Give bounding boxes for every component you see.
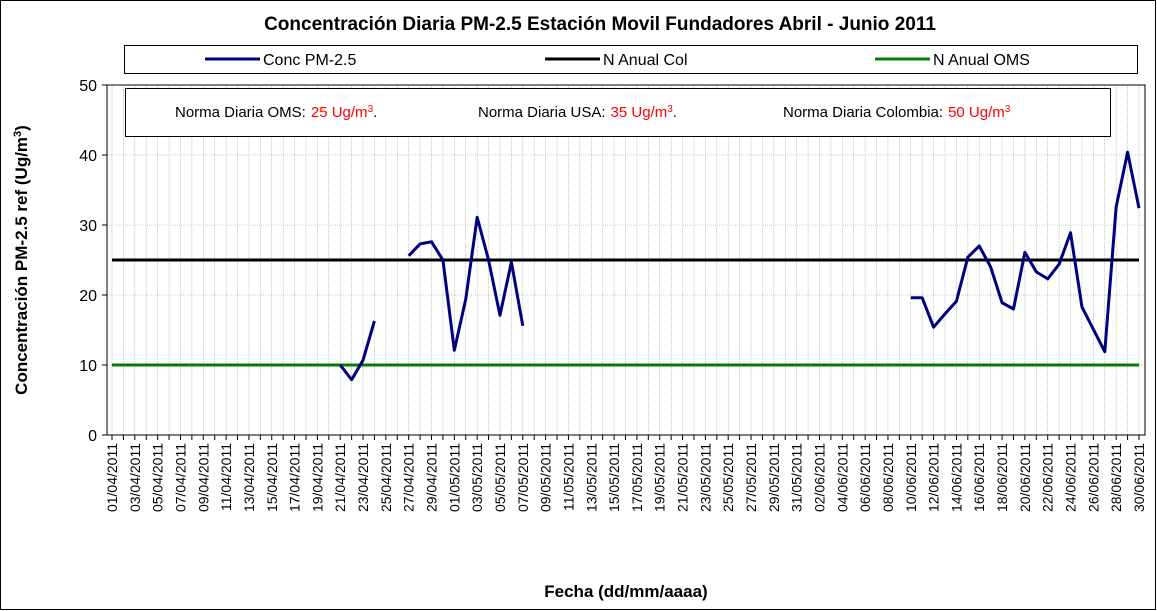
y-tick-label: 10 [79,358,97,375]
x-tick-label: 03/05/2011 [469,443,485,512]
x-tick-label: 01/05/2011 [446,443,462,512]
x-tick-label: 21/04/2011 [332,443,348,512]
annotation-sup: 3 [368,104,374,115]
x-tick-label: 11/05/2011 [560,443,576,511]
y-tick-label: 20 [79,288,97,305]
x-tick-label: 26/06/2011 [1085,443,1101,512]
annotation: Norma Diaria USA: 35 Ug/m3. [478,104,677,122]
x-tick-label: 29/04/2011 [424,443,440,512]
y-tick-label: 40 [79,148,97,165]
annotation: Norma Diaria Colombia: 50 Ug/m3 [783,104,1011,122]
x-tick-label: 13/04/2011 [241,443,257,512]
series-line [339,150,1141,382]
x-tick-label: 01/04/2011 [104,443,120,512]
x-tick-label: 09/05/2011 [538,443,554,512]
annotation-value: 25 Ug/m [311,104,368,121]
x-tick-label: 29/05/2011 [766,443,782,512]
x-tick-label: 23/05/2011 [697,443,713,512]
x-tick-label: 08/06/2011 [880,443,896,512]
x-tick-label: 27/05/2011 [743,443,759,512]
chart-title: Concentración Diaria PM-2.5 Estación Mov… [264,14,936,35]
x-tick-label: 07/04/2011 [172,443,188,512]
x-tick-label: 02/06/2011 [811,443,827,512]
annotation-text: Norma Diaria Colombia: [783,104,943,121]
x-tick-label: 19/04/2011 [309,443,325,512]
annotation-box [125,88,1111,137]
x-tick-label: 23/04/2011 [355,443,371,512]
legend-label: Conc PM-2.5 [263,52,356,69]
x-axis-label: Fecha (dd/mm/aaaa) [544,582,707,601]
legend-label: N Anual OMS [933,52,1030,69]
x-tick-label: 12/06/2011 [926,443,942,512]
x-tick-label: 09/04/2011 [195,443,211,512]
x-tick-label: 15/05/2011 [606,443,622,512]
x-tick-label: 10/06/2011 [903,443,919,512]
x-tick-label: 20/06/2011 [1017,443,1033,512]
x-tick-label: 15/04/2011 [264,443,280,512]
x-tick-label: 28/06/2011 [1108,443,1124,512]
x-tick-label: 22/06/2011 [1040,443,1056,512]
y-tick-label: 0 [88,428,97,445]
x-tick-label: 25/04/2011 [378,443,394,512]
x-tick-label: 16/06/2011 [971,443,987,512]
x-tick-label: 05/04/2011 [150,443,166,512]
x-tick-label: 13/05/2011 [583,443,599,512]
x-tick-label: 27/04/2011 [401,443,417,512]
x-tick-label: 21/05/2011 [675,443,691,512]
plot-border [106,84,1146,436]
legend-label: N Anual Col [603,52,688,69]
x-tick-label: 31/05/2011 [789,443,805,512]
annotation-text: Norma Diaria OMS: [175,104,306,121]
annotation-suffix: . [673,104,677,121]
x-tick-label: 17/04/2011 [287,443,303,512]
annotation-value: 50 Ug/m [948,104,1005,121]
y-axis-label: Concentración PM-2.5 ref (Ug/m3) [12,125,31,395]
x-tick-label: 14/06/2011 [948,443,964,512]
annotation-text: Norma Diaria USA: [478,104,606,121]
x-tick-label: 04/06/2011 [834,443,850,512]
y-tick-label: 30 [79,218,97,235]
x-tick-label: 11/04/2011 [218,443,234,511]
annotation: Norma Diaria OMS: 25 Ug/m3. [175,104,377,122]
x-tick-label: 06/06/2011 [857,443,873,512]
x-tick-label: 07/05/2011 [515,443,531,512]
legend-box [124,45,1138,74]
annotation-value: 35 Ug/m [611,104,668,121]
x-tick-label: 03/04/2011 [127,443,143,512]
x-tick-label: 25/05/2011 [720,443,736,512]
annotation-suffix: . [373,104,377,121]
annotation-sup: 3 [667,104,673,115]
x-tick-label: 17/05/2011 [629,443,645,512]
x-tick-label: 19/05/2011 [652,443,668,512]
annotation-sup: 3 [1005,104,1011,115]
x-tick-label: 18/06/2011 [994,443,1010,512]
x-tick-label: 30/06/2011 [1131,443,1147,512]
x-tick-label: 24/06/2011 [1063,443,1079,512]
y-tick-label: 50 [79,78,97,95]
x-tick-label: 05/05/2011 [492,443,508,512]
